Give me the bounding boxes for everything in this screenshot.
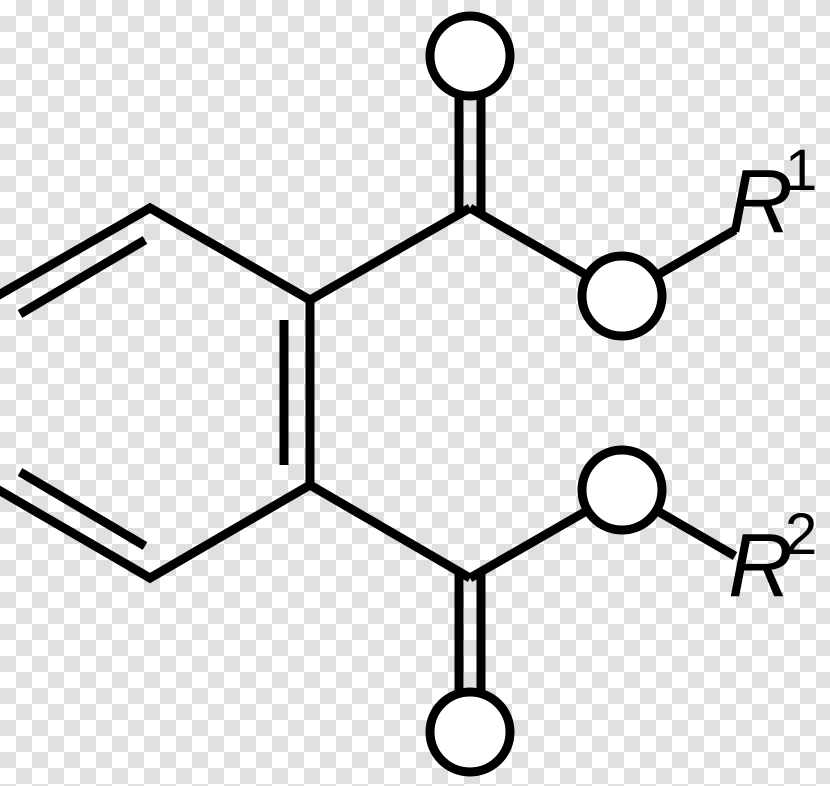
label-r1: R1	[728, 138, 817, 252]
bond-ring-c2	[310, 485, 470, 578]
bond-ring-c1	[310, 208, 470, 300]
bond-o-r2	[654, 509, 735, 556]
atom-o-double-bottom	[430, 692, 510, 772]
bond-c1-o-single	[470, 208, 590, 277]
bond-o-r1	[654, 230, 735, 277]
molecule-diagram: R1 R2	[0, 0, 830, 786]
bond-c2-o-single	[470, 509, 590, 578]
benzene-ring	[0, 208, 310, 578]
label-r2: R2	[728, 502, 817, 616]
atom-o-double-top	[430, 16, 510, 96]
atom-o-single-top	[582, 256, 662, 336]
atom-o-single-bottom	[582, 450, 662, 530]
